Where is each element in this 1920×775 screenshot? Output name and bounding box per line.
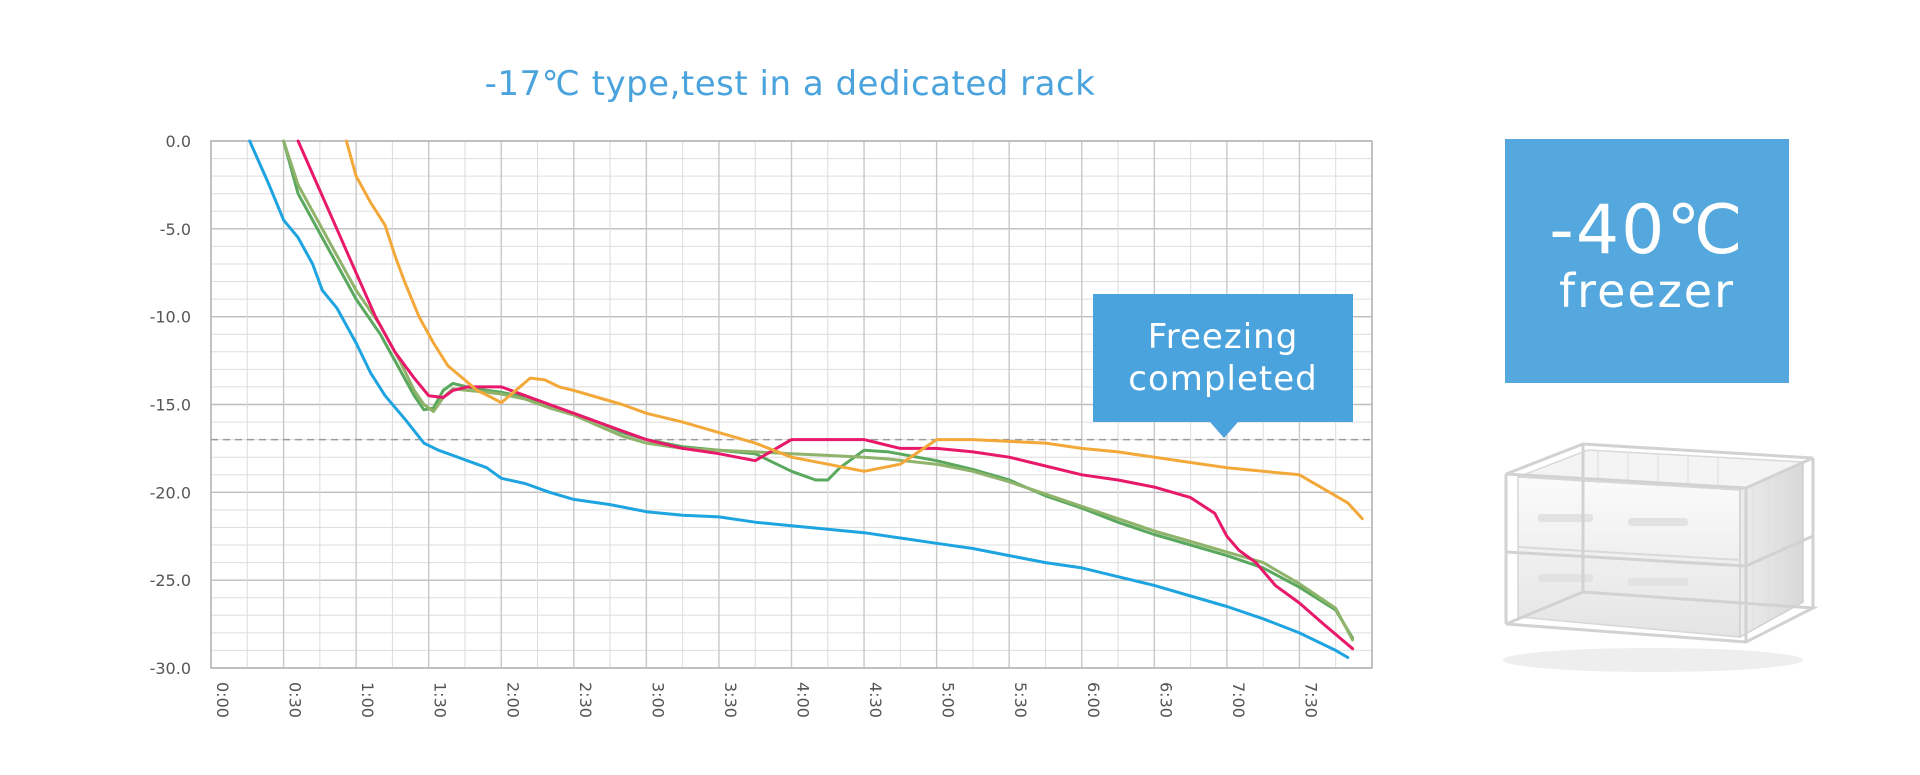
x-tick-label: 2:30 [576,682,595,718]
x-tick-label: 1:30 [431,682,450,718]
callout-line-1: Freezing [1147,317,1299,357]
x-tick-label: 7:30 [1301,682,1320,718]
x-tick-label: 0:00 [213,682,232,718]
y-tick-label: -20.0 [150,483,191,502]
y-tick-label: -25.0 [150,571,191,590]
freezer-badge: -40℃ freezer [1505,139,1789,383]
callout-pointer [1210,422,1238,438]
callout-line-2: completed [1128,359,1318,399]
x-tick-label: 2:00 [503,682,522,718]
freezer-label: freezer [1558,264,1736,318]
series-line-3 [282,139,1355,642]
x-tick-label: 4:00 [794,682,813,718]
x-tick-label: 6:30 [1156,682,1175,718]
y-tick-label: -30.0 [150,659,191,678]
x-tick-label: 7:00 [1229,682,1248,718]
axis-labels: 0.0 -5.0 -10.0 -15.0 -20.0 -25.0 -30.0 0:00 0:30… [150,132,1321,718]
series-line-4 [296,139,1355,651]
freezer-rack-image [1503,442,1819,672]
y-tick-label: -15.0 [150,396,191,415]
y-tick-label: -10.0 [150,308,191,327]
x-tick-label: 5:00 [939,682,958,718]
series-line-1 [248,139,1350,659]
series-layer [248,139,1364,659]
x-tick-label: 5:30 [1011,682,1030,718]
series-line-2 [282,139,1355,640]
x-tick-label: 4:30 [866,682,885,718]
x-tick-label: 6:00 [1084,682,1103,718]
chart-title: -17℃ type,test in a dedicated rack [484,64,1096,104]
freezer-temperature: -40℃ [1549,191,1745,270]
x-tick-label: 3:30 [721,682,740,718]
x-tick-label: 1:00 [358,682,377,718]
plot-frame [210,140,1373,669]
y-tick-label: 0.0 [166,132,191,151]
x-tick-label: 0:30 [286,682,305,718]
y-tick-label: -5.0 [160,220,191,239]
freezing-completed-callout: Freezing completed [1093,294,1353,422]
series-line-5 [344,139,1364,521]
x-tick-label: 3:00 [648,682,667,718]
